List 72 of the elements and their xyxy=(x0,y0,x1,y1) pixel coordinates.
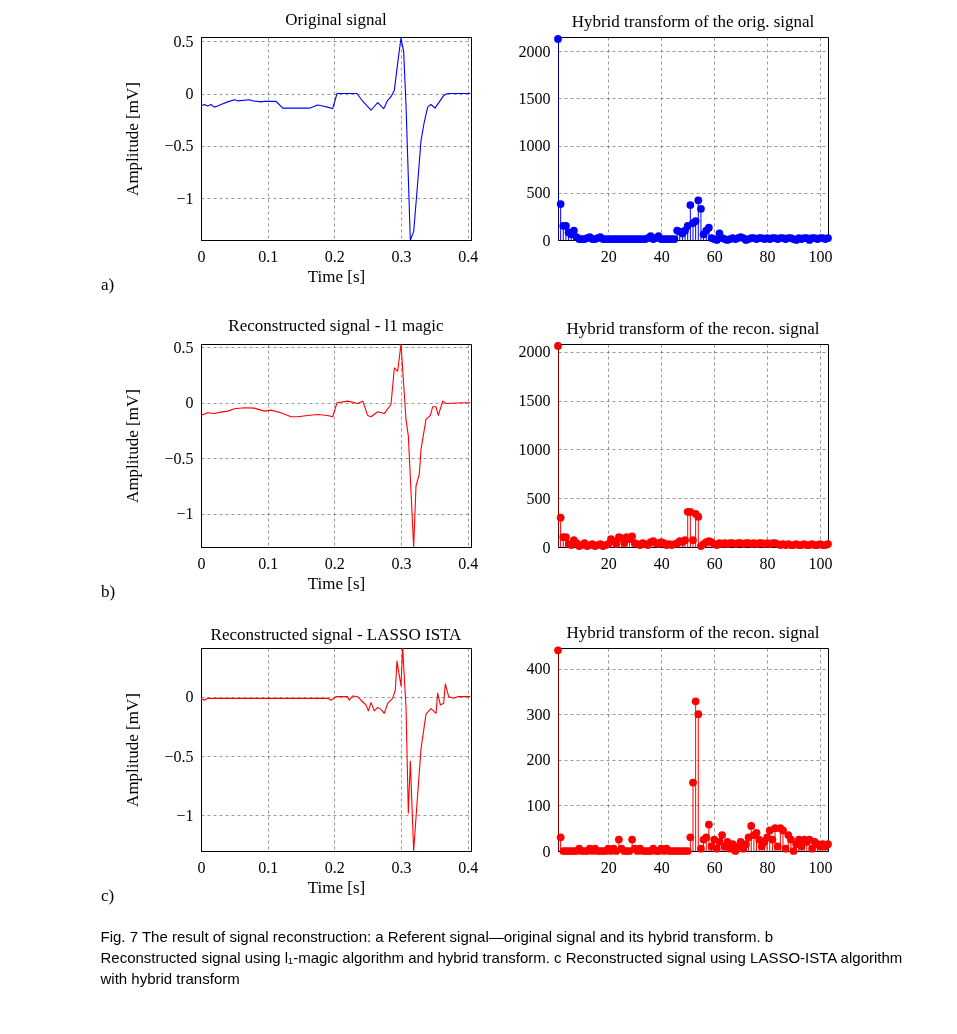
y-tick-label: 0 xyxy=(542,231,551,249)
x-tick-label: 0.1 xyxy=(258,247,279,265)
x-tick-label: 100 xyxy=(808,247,833,265)
y-tick-label: −0.5 xyxy=(164,137,194,155)
x-tick-label: 0.2 xyxy=(324,247,345,265)
x-tick-label: 60 xyxy=(706,554,723,572)
x-tick-label: 60 xyxy=(706,247,723,265)
x-tick-label: 0.4 xyxy=(458,858,479,876)
text: a) xyxy=(101,275,115,294)
chart-title: Reconstructed signal - LASSO ISTA xyxy=(210,625,463,644)
x-tick-label: 60 xyxy=(706,858,723,876)
y-tick-label: 1000 xyxy=(518,137,551,155)
y-tick-label: 1500 xyxy=(518,89,551,107)
y-tick-label: 0 xyxy=(542,538,551,556)
x-tick-label: 40 xyxy=(653,554,670,572)
x-tick-label: 20 xyxy=(600,554,617,572)
x-tick-label: 80 xyxy=(759,247,776,265)
caption: Fig. 7 The result of signal reconstruction: a Referent signal—original signal and its hybrid transform. b Reconstructed signal using l₁-magic algorithm and hybrid transform. c Reconstructed signal using LASSO-ISTA algorithm with hybrid transform xyxy=(99,927,903,987)
y-tick-label: 1000 xyxy=(518,440,551,458)
y-tick-label: 0 xyxy=(185,85,194,103)
text: c) xyxy=(101,886,115,905)
y-axis-title: Amplitude [mV] xyxy=(122,389,142,503)
x-axis-title: Time [s] xyxy=(307,266,366,286)
y-tick-label: −1 xyxy=(176,505,194,523)
x-tick-label: 100 xyxy=(808,858,833,876)
chart-title: Hybrid transform of the recon. signal xyxy=(566,319,820,339)
x-tick-label: 0 xyxy=(197,247,206,265)
x-tick-label: 0.2 xyxy=(324,554,345,572)
y-tick-label: 400 xyxy=(526,660,551,678)
y-tick-label: 2000 xyxy=(518,42,551,60)
y-tick-label: 0.5 xyxy=(173,32,194,50)
x-tick-label: 0.2 xyxy=(324,858,345,876)
x-tick-label: 20 xyxy=(600,858,617,876)
chart-title: Reconstructed signal - l1 magic xyxy=(228,316,445,336)
x-tick-label: 0.4 xyxy=(458,554,479,572)
y-axis-title: Amplitude [mV] xyxy=(122,82,142,196)
x-tick-label: 80 xyxy=(759,858,776,876)
chart-title: Hybrid transform of the orig. signal xyxy=(571,12,815,32)
text: b) xyxy=(101,582,116,601)
y-tick-label: 0 xyxy=(185,688,194,706)
chart-title: Original signal xyxy=(285,10,388,30)
y-tick-label: 500 xyxy=(526,184,551,202)
x-axis-title: Time [s] xyxy=(307,573,366,593)
x-tick-label: 80 xyxy=(759,554,776,572)
x-tick-label: 0.3 xyxy=(391,858,412,876)
y-tick-label: 0 xyxy=(542,842,551,860)
y-tick-label: 0.5 xyxy=(173,338,194,356)
y-tick-label: −0.5 xyxy=(164,449,194,467)
y-tick-label: −1 xyxy=(176,189,194,207)
x-tick-label: 0.3 xyxy=(391,247,412,265)
y-tick-label: 500 xyxy=(526,489,551,507)
x-tick-label: 0 xyxy=(197,858,206,876)
y-tick-label: 2000 xyxy=(518,343,551,361)
x-tick-label: 0.4 xyxy=(458,247,479,265)
chart-title: Hybrid transform of the recon. signal xyxy=(566,623,820,643)
y-tick-label: −1 xyxy=(176,806,194,824)
y-tick-label: 200 xyxy=(526,751,551,769)
x-tick-label: 40 xyxy=(653,858,670,876)
x-tick-label: 0.1 xyxy=(258,554,279,572)
x-tick-label: 0.1 xyxy=(258,858,279,876)
x-tick-label: 40 xyxy=(653,247,670,265)
x-tick-label: 100 xyxy=(808,554,833,572)
y-tick-label: −0.5 xyxy=(164,747,194,765)
x-tick-label: 0.3 xyxy=(391,554,412,572)
x-tick-label: 20 xyxy=(600,247,617,265)
y-tick-label: 100 xyxy=(526,796,551,814)
x-tick-label: 0 xyxy=(197,554,206,572)
y-tick-label: 0 xyxy=(185,394,194,412)
y-tick-label: 1500 xyxy=(518,392,551,410)
y-tick-label: 300 xyxy=(526,705,551,723)
x-axis-title: Time [s] xyxy=(307,877,366,897)
y-axis-title: Amplitude [mV] xyxy=(122,693,142,807)
